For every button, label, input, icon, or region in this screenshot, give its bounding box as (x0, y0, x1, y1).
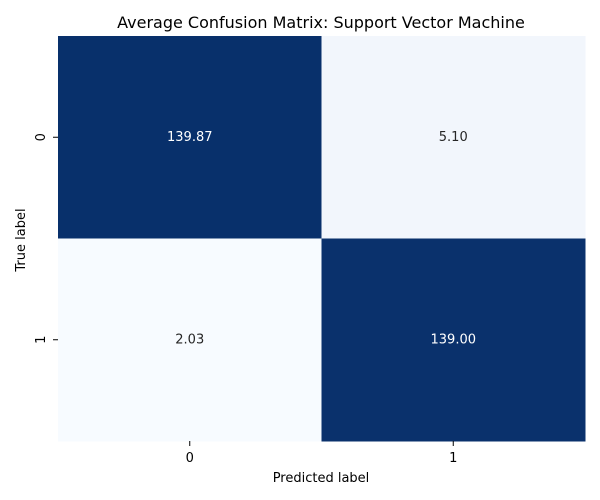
y-tick-label-1: 1 (34, 336, 49, 344)
heatmap-cells (58, 36, 586, 442)
cell-value-label-0-0: 139.87 (167, 130, 213, 145)
chart-title: Average Confusion Matrix: Support Vector… (117, 13, 525, 32)
cell-value-label-1-0: 2.03 (175, 332, 204, 347)
heatmap-cell-0-0 (58, 36, 322, 239)
y-axis-label: True label (14, 208, 29, 272)
cell-value-label-0-1: 5.10 (439, 130, 468, 145)
x-tick-label-0: 0 (186, 451, 194, 466)
heatmap-cell-1-0 (58, 238, 322, 442)
heatmap-cell-1-1 (321, 238, 586, 442)
x-axis-label: Predicted label (273, 471, 370, 486)
y-axis-ticks: 01 (34, 133, 58, 344)
x-tick-label-1: 1 (449, 451, 457, 466)
heatmap-cell-0-1 (321, 36, 586, 239)
y-tick-label-0: 0 (34, 133, 49, 141)
heatmap-cell-labels: 139.87 5.10 2.03 139.00 (167, 130, 476, 348)
cell-value-label-1-1: 139.00 (431, 332, 477, 347)
